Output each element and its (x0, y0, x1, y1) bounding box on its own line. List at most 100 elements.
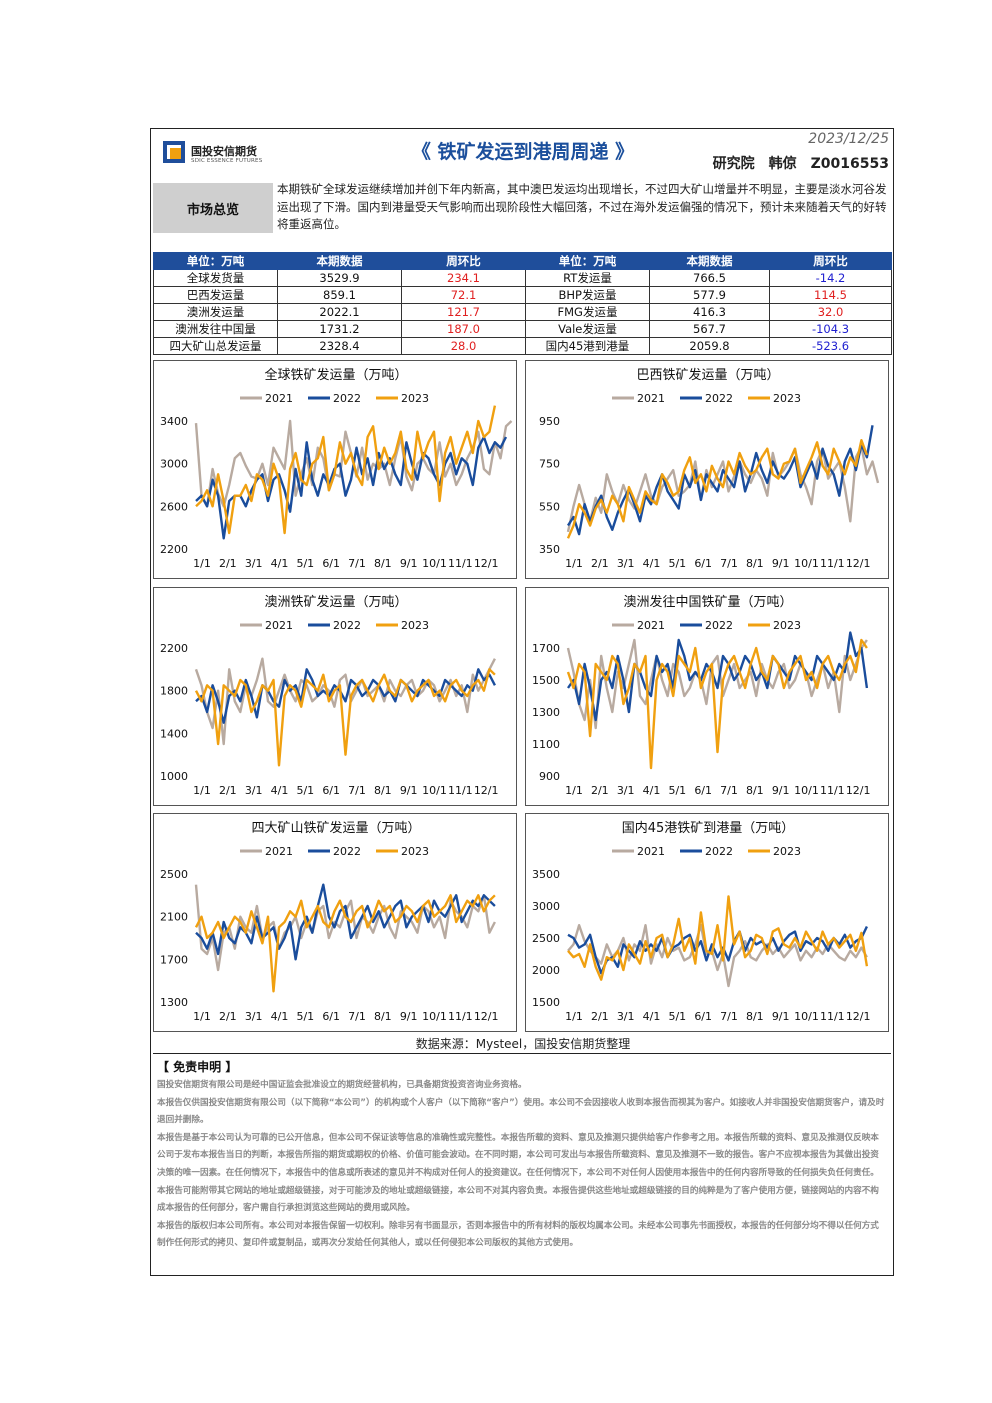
x-tick-label: 10/1 (422, 1010, 447, 1023)
x-tick-label: 1/1 (565, 557, 583, 570)
table-cell: 234.1 (401, 269, 526, 287)
y-tick-label: 2000 (532, 964, 560, 977)
legend-label: 2022 (333, 845, 361, 858)
x-tick-label: 2/1 (219, 784, 237, 797)
y-tick-label: 1000 (160, 770, 188, 783)
series-line-2023 (567, 895, 869, 981)
legend-label: 2022 (705, 392, 733, 405)
chart-svg: 国内45港铁矿到港量（万吨） 2021 2022 2023 1500 2000 2500 30… (532, 820, 871, 1023)
x-tick-label: 4/1 (643, 784, 661, 797)
chart-svg: 全球铁矿发运量（万吨） 2021 2022 2023 2200 2600 3000 3400 1… (160, 367, 513, 570)
series-line-2022 (566, 425, 874, 536)
y-tick-label: 350 (539, 543, 560, 556)
x-tick-label: 2/1 (591, 1010, 609, 1023)
series-line-2023 (194, 894, 496, 993)
x-tick-label: 12/1 (474, 784, 499, 797)
x-tick-label: 7/1 (720, 784, 738, 797)
series-line-2023 (566, 438, 869, 539)
x-tick-label: 7/1 (348, 784, 366, 797)
legend-label: 2023 (773, 619, 801, 632)
x-tick-label: 8/1 (374, 557, 392, 570)
x-tick-label: 2/1 (219, 557, 237, 570)
legend-label: 2021 (265, 392, 293, 405)
x-tick-label: 11/1 (448, 1010, 473, 1023)
table-cell: 416.3 (649, 303, 770, 321)
x-tick-label: 1/1 (565, 1010, 583, 1023)
x-tick-label: 1/1 (193, 784, 211, 797)
report-date: 2023/12/25 (808, 131, 889, 147)
table-header-cell: 单位：万吨 (153, 252, 278, 270)
x-tick-label: 6/1 (322, 784, 340, 797)
table-cell: RT发运量 (525, 269, 650, 287)
legend-label: 2021 (265, 845, 293, 858)
table-cell: 577.9 (649, 286, 770, 304)
y-tick-label: 1300 (160, 996, 188, 1009)
chart-global-shipments: 全球铁矿发运量（万吨） 2021 2022 2023 2200 2600 3000 3400 1… (153, 360, 517, 579)
chart-title: 四大矿山铁矿发运量（万吨） (251, 820, 420, 836)
x-tick-label: 3/1 (245, 784, 263, 797)
y-tick-label: 950 (539, 415, 560, 428)
table-row: 澳洲发运量 2022.1 121.7 FMG发运量 416.3 32.0 (153, 303, 892, 321)
table-header-cell: 周环比 (769, 252, 892, 270)
disclaimer-paragraph: 本报告仅供国投安信期货有限公司（以下简称“本公司”）的机构或个人客户（以下简称“… (157, 1097, 885, 1126)
x-tick-label: 7/1 (348, 557, 366, 570)
chart-big4-shipments: 四大矿山铁矿发运量（万吨） 2021 2022 2023 1300 1700 2100 250… (153, 813, 517, 1032)
table-cell: -14.2 (769, 269, 892, 287)
table-cell: 859.1 (277, 286, 402, 304)
legend-label: 2023 (401, 619, 429, 632)
chart-title: 澳洲铁矿发运量（万吨） (264, 594, 407, 610)
y-tick-label: 3000 (160, 458, 188, 471)
legend-label: 2023 (773, 392, 801, 405)
x-tick-label: 8/1 (374, 784, 392, 797)
chart-title: 巴西铁矿发运量（万吨） (636, 367, 779, 383)
disclaimer: 【 免责申明 】 国投安信期货有限公司是经中国证监会批准设立的期货经营机构，已具… (153, 1053, 891, 1253)
logo-en: SDIC ESSENCE FUTURES (191, 158, 263, 164)
y-tick-label: 1800 (160, 685, 188, 698)
table-header-cell: 本期数据 (649, 252, 770, 270)
x-tick-label: 6/1 (322, 557, 340, 570)
y-tick-label: 750 (539, 458, 560, 471)
legend-label: 2021 (637, 845, 665, 858)
table-cell: Vale发运量 (525, 320, 650, 338)
logo-cn: 国投安信期货 (191, 145, 257, 158)
table-cell: 766.5 (649, 269, 770, 287)
data-source: 数据来源：Mysteel，国投安信期货整理 (415, 1037, 631, 1051)
logo-icon (163, 141, 185, 163)
x-tick-label: 10/1 (794, 784, 819, 797)
x-tick-label: 3/1 (617, 784, 635, 797)
table-cell: 187.0 (401, 320, 526, 338)
chart-port-arrivals: 国内45港铁矿到港量（万吨） 2021 2022 2023 1500 2000 2500 30… (525, 813, 889, 1032)
x-tick-label: 5/1 (668, 784, 686, 797)
x-tick-label: 10/1 (422, 784, 447, 797)
y-tick-label: 550 (539, 500, 560, 513)
company-logo: 国投安信期货 SDIC ESSENCE FUTURES (163, 139, 273, 169)
y-tick-label: 900 (539, 770, 560, 783)
disclaimer-paragraph: 本报告的版权归本公司所有。本公司对本报告保留一切权利。除非另有书面显示，否则本报… (157, 1220, 879, 1249)
x-tick-label: 8/1 (746, 784, 764, 797)
table-cell: 114.5 (769, 286, 892, 304)
series-line-2021 (566, 445, 880, 533)
legend-label: 2022 (333, 619, 361, 632)
chart-title: 澳洲发往中国铁矿量（万吨） (623, 594, 792, 610)
series-line-2023 (566, 638, 868, 770)
x-tick-label: 10/1 (794, 1010, 819, 1023)
table-row: 澳洲发往中国量 1731.2 187.0 Vale发运量 567.7 -104.3 (153, 320, 892, 338)
series-line-2023 (195, 405, 497, 535)
table-cell: 121.7 (401, 303, 526, 321)
table-cell: 全球发货量 (153, 269, 278, 287)
x-tick-label: 5/1 (296, 784, 314, 797)
x-tick-label: 2/1 (591, 784, 609, 797)
chart-svg: 澳洲铁矿发运量（万吨） 2021 2022 2023 1000 1400 1800 2200 1… (160, 594, 499, 797)
x-tick-label: 9/1 (772, 1010, 790, 1023)
x-tick-label: 3/1 (245, 557, 263, 570)
legend-label: 2022 (333, 392, 361, 405)
x-tick-label: 9/1 (400, 784, 418, 797)
x-tick-label: 4/1 (271, 1010, 289, 1023)
table-cell: 32.0 (769, 303, 892, 321)
y-tick-label: 2100 (160, 911, 188, 924)
x-tick-label: 6/1 (694, 1010, 712, 1023)
y-tick-label: 1700 (160, 953, 188, 966)
y-tick-label: 1100 (532, 738, 560, 751)
y-tick-label: 2500 (532, 932, 560, 945)
table-cell: 72.1 (401, 286, 526, 304)
